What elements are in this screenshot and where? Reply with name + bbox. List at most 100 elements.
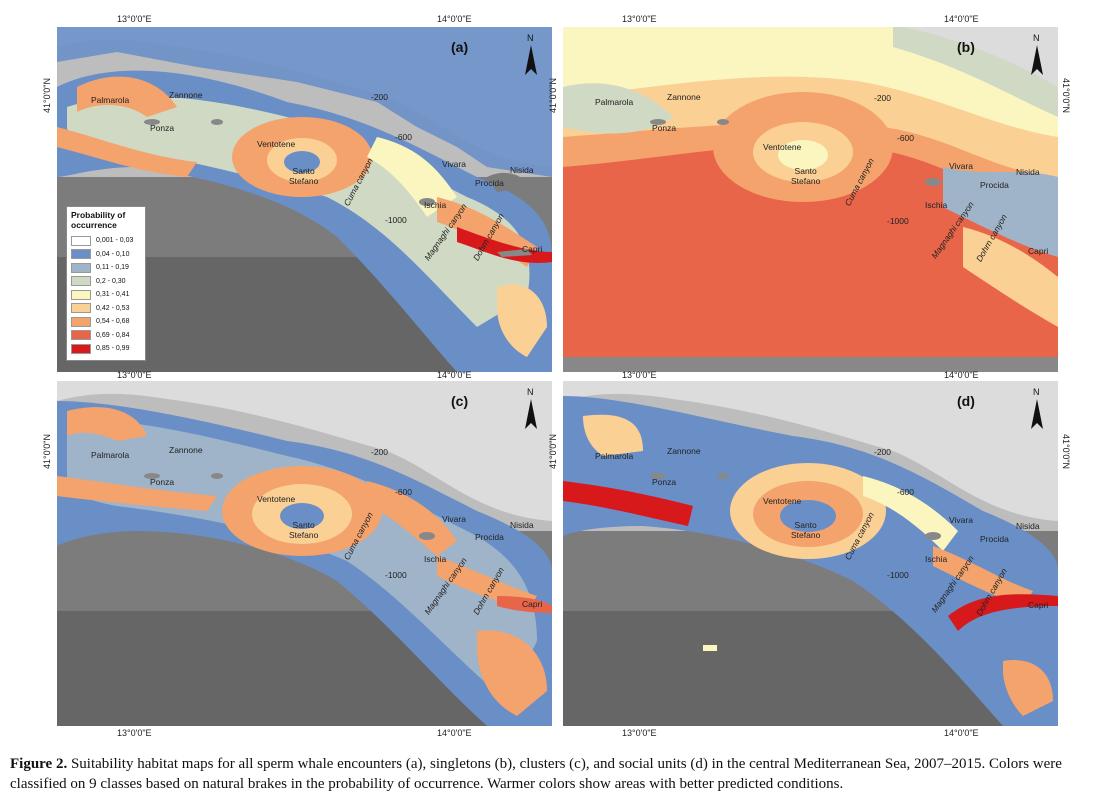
figure-caption: Figure 2. Suitability habitat maps for a… [10,754,1110,794]
lon-tick-b-top-13: 13°0'0"E [622,14,657,24]
place-vivara: Vivara [949,161,973,171]
panel-letter-a: (a) [451,39,469,55]
map-panel-a: (a) N Palmarola Zannone Ponza Ventotene … [57,27,552,372]
depth-1000: -1000 [887,570,909,580]
legend-item: 0,85 - 0,99 [71,342,141,356]
legend-label: 0,2 - 0,30 [96,277,126,285]
lat-tick-d-right: 41°0'0"N [1061,434,1071,470]
place-vivara: Vivara [442,514,466,524]
depth-200: -200 [371,92,389,102]
place-ventotene: Ventotene [257,139,296,149]
place-santo-stefano: Santo Stefano [289,166,319,186]
probability-legend: Probability of occurrence 0,001 - 0,03 0,… [66,206,146,361]
legend-label: 0,42 - 0,53 [96,304,130,312]
place-procida: Procida [475,178,504,188]
place-capri: Capri [1028,600,1049,610]
place-ischia: Ischia [925,554,948,564]
lon-tick-b-top-14: 14°0'0"E [944,14,979,24]
place-ponza: Ponza [150,477,175,487]
legend-label: 0,85 - 0,99 [96,345,130,353]
legend-swatch [71,249,91,260]
place-palmarola: Palmarola [595,451,634,461]
place-palmarola: Palmarola [91,450,130,460]
legend-label: 0,31 - 0,41 [96,291,130,299]
map-panel-b: (b) N Palmarola Zannone Ponza Ventotene … [563,27,1058,372]
place-santo-stefano: Santo Stefano [791,520,821,540]
place-procida: Procida [475,532,504,542]
legend-item: 0,11 - 0,19 [71,261,141,275]
legend-swatch [71,343,91,354]
lat-tick-c-left: 41°0'0"N [42,434,52,470]
panel-letter-c: (c) [451,393,469,409]
lat-tick-a-left: 41°0'0"N [42,78,52,114]
place-zannone: Zannone [169,90,203,100]
place-palmarola: Palmarola [91,95,130,105]
legend-title: Probability of occurrence [71,210,126,230]
caption-text: Suitability habitat maps for all sperm w… [10,756,1062,792]
legend-item: 0,2 - 0,30 [71,275,141,289]
place-ponza: Ponza [150,123,175,133]
depth-200: -200 [874,93,892,103]
map-a [57,27,552,372]
legend-label: 0,11 - 0,19 [96,264,129,272]
lon-tick-d-bottom-14: 14°0'0"E [944,728,979,738]
legend-item: 0,001 - 0,03 [71,234,141,248]
place-capri: Capri [1028,246,1049,256]
place-vivara: Vivara [949,515,973,525]
depth-1000: -1000 [887,216,909,226]
lon-tick-a-top-13: 13°0'0"E [117,14,152,24]
place-nisida: Nisida [1016,167,1040,177]
place-palmarola: Palmarola [595,97,634,107]
legend-swatch [71,276,91,287]
legend-label: 0,69 - 0,84 [96,331,130,339]
legend-swatch [71,316,91,327]
place-ischia: Ischia [925,200,948,210]
place-santo-stefano: Santo Stefano [289,520,319,540]
map-d [563,381,1058,726]
lat-tick-b-left: 41°0'0"N [548,78,558,114]
lon-tick-a-top-14: 14°0'0"E [437,14,472,24]
north-arrow-icon: N [1029,387,1045,433]
legend-swatch [71,289,91,300]
lon-tick-b-bottom-14: 14°0'0"E [944,370,979,380]
depth-1000: -1000 [385,570,407,580]
map-panel-c: (c) N Palmarola Zannone Ponza Ventotene … [57,381,552,726]
north-arrow-icon: N [523,33,539,79]
north-arrow-icon: N [523,387,539,433]
place-santo-stefano: Santo Stefano [791,166,821,186]
depth-600: -600 [897,487,915,497]
legend-item: 0,04 - 0,10 [71,248,141,262]
depth-600: -600 [395,487,413,497]
legend-label: 0,54 - 0,68 [96,318,130,326]
place-zannone: Zannone [667,446,701,456]
place-nisida: Nisida [1016,521,1040,531]
place-zannone: Zannone [169,445,203,455]
panel-letter-d: (d) [957,393,975,409]
legend-item: 0,42 - 0,53 [71,302,141,316]
depth-600: -600 [897,133,915,143]
depth-200: -200 [874,447,892,457]
place-capri: Capri [522,244,543,254]
lon-tick-d-bottom-13: 13°0'0"E [622,728,657,738]
lon-tick-b-bottom-13: 13°0'0"E [622,370,657,380]
place-procida: Procida [980,534,1009,544]
legend-item: 0,31 - 0,41 [71,288,141,302]
lon-tick-a-bottom-14: 14°0'0"E [437,370,472,380]
legend-swatch [71,330,91,341]
place-procida: Procida [980,180,1009,190]
map-panel-d: (d) N Palmarola Zannone Ponza Ventotene … [563,381,1058,726]
place-capri: Capri [522,599,543,609]
legend-item: 0,69 - 0,84 [71,329,141,343]
map-c [57,381,552,726]
place-ponza: Ponza [652,477,677,487]
map-b [563,27,1058,372]
caption-label: Figure 2. [10,756,68,772]
lat-tick-b-right: 41°0'0"N [1061,78,1071,114]
north-arrow-icon: N [1029,33,1045,79]
place-ischia: Ischia [424,200,447,210]
panel-letter-b: (b) [957,39,975,55]
place-ventotene: Ventotene [257,494,296,504]
place-nisida: Nisida [510,165,534,175]
lat-tick-d-left: 41°0'0"N [548,434,558,470]
place-ventotene: Ventotene [763,496,802,506]
